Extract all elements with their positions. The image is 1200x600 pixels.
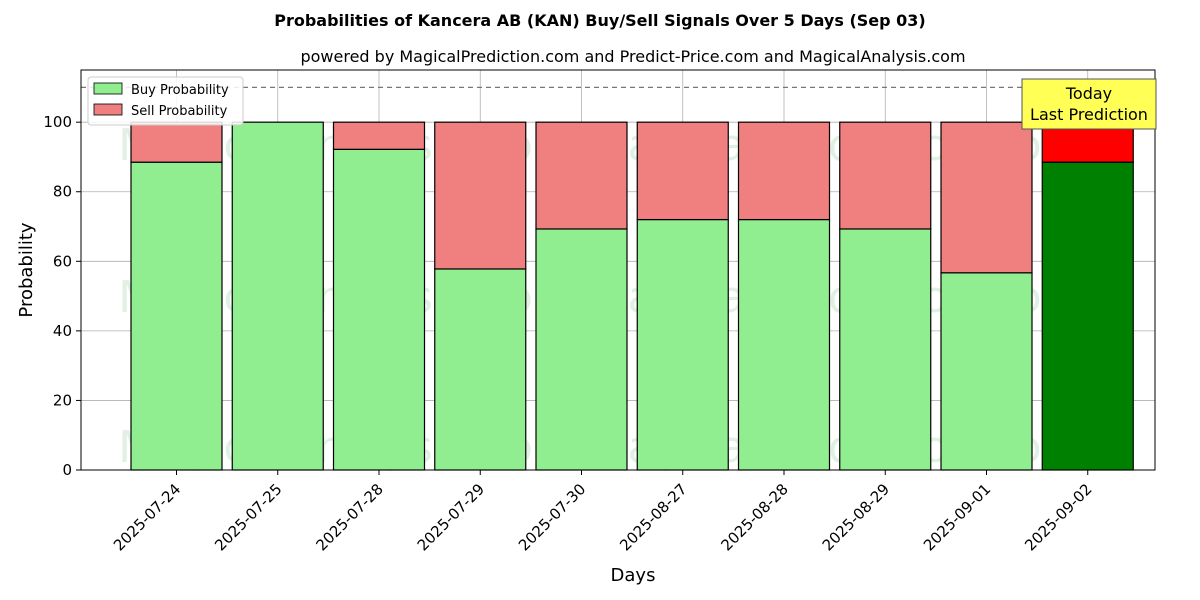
sell-bar: [636, 121, 729, 221]
buy-bar: [839, 228, 932, 471]
x-tick-label: 2025-08-29: [819, 480, 893, 554]
x-tick-label: 2025-07-28: [312, 480, 386, 554]
chart-title: Probabilities of Kancera AB (KAN) Buy/Se…: [274, 11, 926, 30]
chart-subtitle: powered by MagicalPrediction.com and Pre…: [300, 47, 965, 66]
sell-bar: [940, 121, 1033, 274]
y-tick-label: 20: [53, 391, 72, 409]
legend-sell-label: Sell Probability: [131, 104, 228, 119]
today-annotation: Today Last Prediction: [1021, 78, 1157, 130]
legend-box: [87, 76, 244, 126]
legend: Buy Probability Sell Probability: [87, 76, 244, 126]
x-axis: 2025-07-24 2025-07-25 2025-07-28 2025-07-29…: [110, 470, 1096, 554]
buy-bar: [1041, 161, 1134, 471]
x-tick-label: 2025-07-24: [110, 480, 184, 554]
sell-bar: [332, 121, 426, 150]
buy-bar: [231, 121, 324, 471]
plot-frame: [80, 69, 1156, 471]
y-axis: 0 20 40 60 80 100: [43, 113, 81, 479]
legend-buy-swatch: [93, 82, 123, 95]
sell-bar: [535, 121, 628, 230]
x-tick-label: 2025-08-27: [616, 480, 690, 554]
x-tick-label: 2025-09-02: [1021, 480, 1095, 554]
x-tick-label: 2025-08-28: [717, 480, 791, 554]
sell-bar: [130, 121, 223, 163]
y-tick-label: 60: [53, 252, 72, 270]
bars: [130, 121, 1134, 471]
annotation-line-2: Last Prediction: [1030, 105, 1148, 124]
sell-bar: [434, 121, 527, 270]
y-tick-label: 100: [43, 113, 72, 131]
x-tick-label: 2025-07-29: [414, 480, 488, 554]
legend-buy-label: Buy Probability: [131, 83, 229, 98]
buy-bar: [636, 218, 729, 471]
annotation-box: [1021, 78, 1157, 130]
legend-sell-swatch: [93, 103, 123, 116]
buy-bar: [130, 161, 223, 471]
x-tick-label: 2025-07-25: [211, 480, 285, 554]
x-tick-label: 2025-07-30: [515, 480, 589, 554]
annotation-line-1: Today: [1065, 84, 1112, 103]
y-axis-label: Probability: [16, 222, 37, 317]
x-tick-label: 2025-09-01: [920, 480, 994, 554]
y-tick-label: 0: [62, 461, 72, 479]
buy-bar: [434, 268, 527, 471]
buy-bar: [332, 148, 426, 471]
buy-bar: [535, 228, 628, 471]
y-tick-label: 40: [53, 322, 72, 340]
x-axis-label: Days: [611, 565, 656, 586]
sell-bar: [737, 121, 831, 221]
buy-bar: [940, 272, 1033, 471]
buy-bar: [737, 218, 831, 471]
sell-bar: [839, 121, 932, 230]
y-tick-label: 80: [53, 183, 72, 201]
